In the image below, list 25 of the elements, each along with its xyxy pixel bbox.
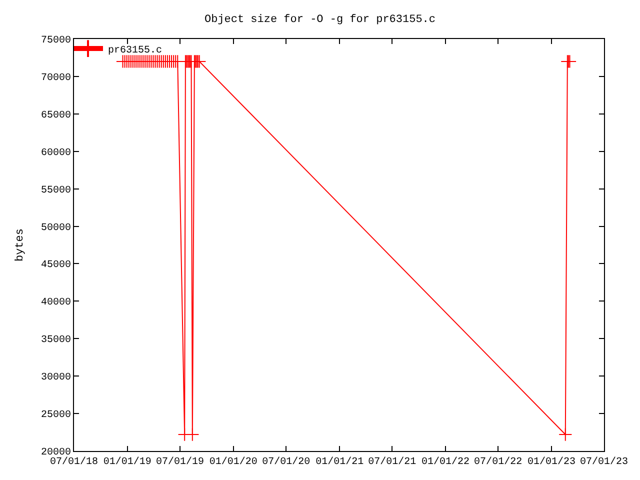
x-tick-label: 01/01/21 (316, 456, 364, 468)
y-tick-label: 75000 (40, 36, 71, 46)
y-tick-label: 45000 (40, 260, 71, 272)
y-tick-label: 65000 (40, 110, 71, 122)
y-tick-label: 50000 (40, 222, 71, 234)
x-tick-label: 01/01/22 (422, 456, 470, 468)
x-tick-label: 07/01/21 (368, 456, 416, 468)
x-tick-label: 07/01/23 (580, 456, 628, 468)
x-tick-label: 07/01/22 (474, 456, 522, 468)
y-tick-label: 55000 (40, 185, 71, 196)
y-tick-label: 40000 (40, 298, 71, 309)
y-tick-label: 30000 (40, 372, 71, 384)
x-tick-label: 07/01/20 (262, 456, 310, 468)
chart-title: Object size for -O -g for pr63155.c (204, 14, 436, 26)
x-tick-label: 01/01/19 (103, 456, 152, 468)
x-tick-label: 07/01/18 (50, 456, 98, 468)
y-axis-title: bytes (14, 228, 27, 262)
y-tick-label: 25000 (40, 410, 71, 422)
y-tick-label: 60000 (40, 148, 71, 159)
legend-label: pr63155.c (108, 45, 162, 56)
x-tick-label: 01/01/23 (527, 456, 576, 468)
x-tick-label: 07/01/19 (156, 456, 204, 468)
y-tick-label: 35000 (40, 335, 71, 346)
y-tick-label: 70000 (40, 72, 71, 84)
x-tick-label: 01/01/20 (209, 456, 258, 468)
